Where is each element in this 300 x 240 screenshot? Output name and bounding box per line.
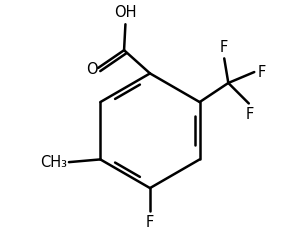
Text: O: O [86,62,98,77]
Text: CH₃: CH₃ [40,155,67,170]
Text: OH: OH [114,5,137,20]
Text: F: F [220,40,228,55]
Text: F: F [257,65,266,79]
Text: F: F [246,107,254,122]
Text: F: F [146,215,154,230]
